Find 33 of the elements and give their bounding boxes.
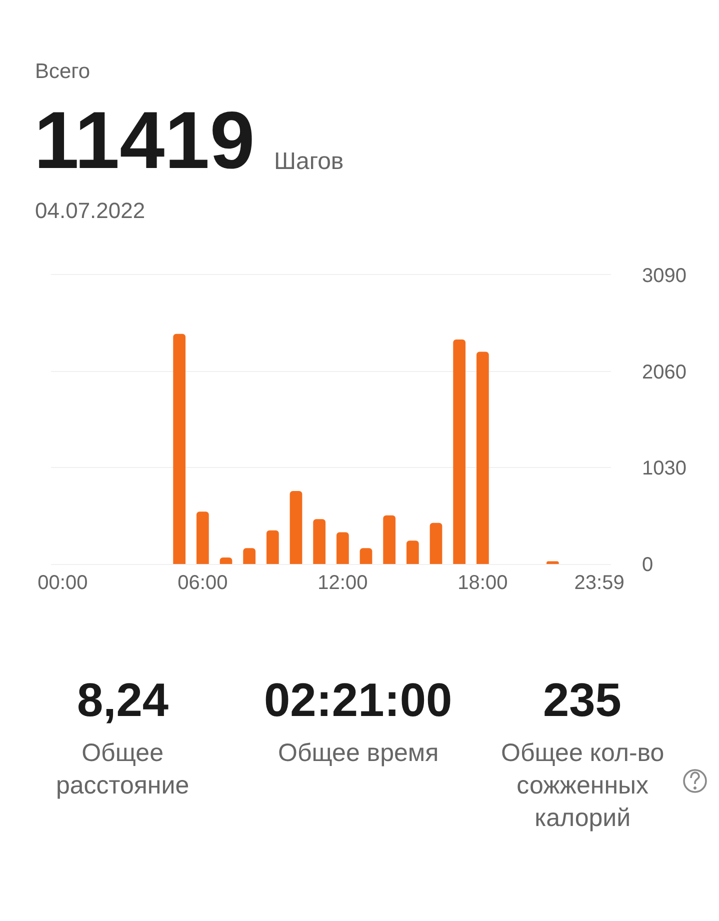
x-tick-label: 12:00 [318,572,368,594]
x-tick-label: 18:00 [458,572,508,594]
x-tick-label: 00:00 [38,572,88,594]
y-tick-label: 1030 [642,458,686,480]
bar [406,540,419,564]
text: 02:21:00 [264,673,452,726]
bar [173,334,186,564]
y-tick-label: 0 [642,554,654,576]
bar [383,515,396,564]
y-tick-label: 2060 [642,361,686,384]
text: Общее расстояние [56,739,190,800]
text: 235 [543,673,622,726]
bar [313,519,326,564]
text: 11419 [34,96,255,186]
chart-subtitle: 04.07.2022 [35,198,146,223]
bar [453,340,466,564]
bar [476,352,489,564]
chart-title: Всего [35,60,90,83]
bar [360,548,372,564]
x-tick-label: 23:59 [574,572,624,594]
bar [196,512,209,564]
text: Общее кол-во сожженных калорий [501,739,664,832]
text: 8,24 [77,673,168,726]
bar [243,548,256,564]
bar [430,522,442,564]
text: Шагов [274,148,344,175]
text: Общее время [278,739,439,767]
x-tick-label: 06:00 [178,572,228,594]
bar [266,530,279,564]
y-tick-label: 3090 [642,265,686,287]
bar [220,557,232,564]
bar [290,491,302,564]
bar [336,532,349,564]
